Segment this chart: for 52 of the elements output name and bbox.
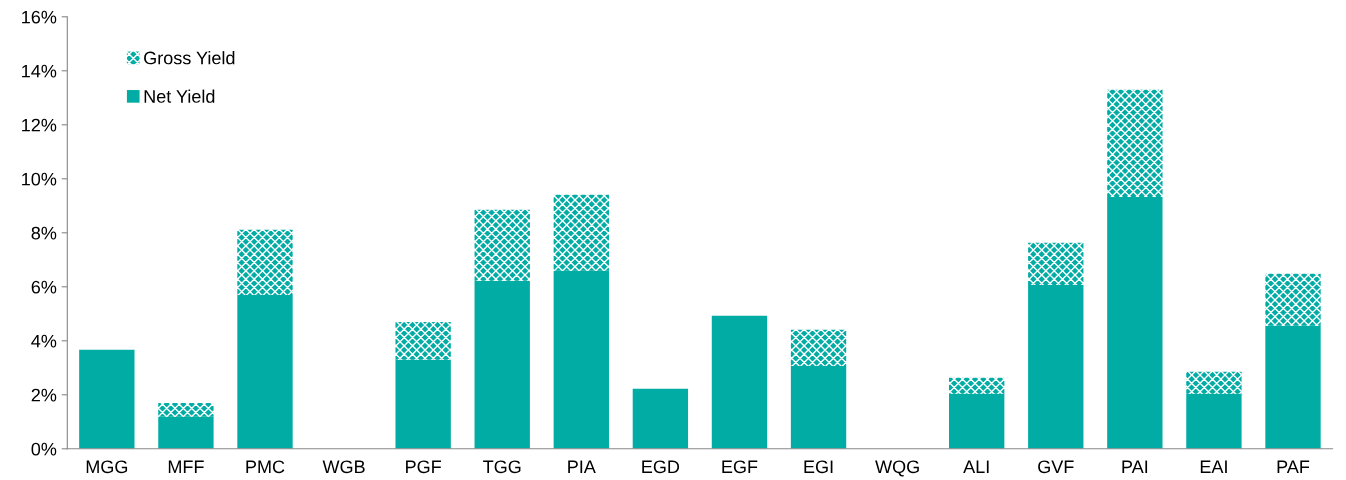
x-tick-label: MFF (168, 460, 204, 473)
bar (158, 416, 214, 449)
bar (553, 194, 609, 271)
x-tick-label: PIA (568, 460, 596, 473)
bar (395, 321, 451, 360)
x-tick-label: PMC (246, 460, 285, 474)
bar (237, 229, 293, 295)
y-tick-label: 10% (22, 172, 57, 186)
x-tick-label: TGG (483, 460, 521, 474)
y-tick-label: 6% (31, 280, 57, 294)
x-tick-label: PGF (406, 460, 441, 474)
bar (1186, 371, 1242, 394)
y-tick-label: 12% (22, 118, 57, 132)
bar (790, 329, 847, 366)
x-tick-label: WGB (322, 460, 365, 474)
bar (1028, 242, 1084, 285)
y-tick-label: 2% (31, 388, 57, 402)
x-tick-label: GVF (1038, 460, 1074, 474)
bar (711, 315, 768, 449)
legend-label: Gross Yield (144, 51, 235, 65)
bar (1107, 196, 1163, 449)
bar (237, 294, 293, 449)
x-tick-label: WQG (875, 460, 919, 477)
x-tick-label: PAI (1122, 460, 1148, 473)
x-tick-label: EGD (642, 460, 680, 474)
bar (1265, 325, 1321, 449)
legend-label: Net Yield (144, 89, 215, 103)
x-tick-label: EGI (804, 460, 833, 474)
bar (1265, 273, 1321, 326)
bar (632, 388, 689, 449)
y-tick-label: 14% (22, 64, 57, 78)
bar (79, 349, 135, 449)
bar (949, 393, 1005, 449)
bar (1028, 284, 1084, 449)
x-tick-label: EGF (722, 460, 758, 474)
x-tick-label: EAI (1200, 460, 1227, 473)
y-tick-label: 4% (31, 334, 57, 348)
y-tick-label: 16% (22, 10, 57, 24)
bar (790, 365, 847, 449)
bar (949, 377, 1005, 394)
bar (474, 280, 530, 449)
bar (1186, 393, 1242, 449)
x-tick-label: ALI (963, 460, 989, 473)
bar (474, 209, 530, 281)
bar (553, 270, 609, 449)
x-tick-label: PAF (1277, 460, 1310, 473)
y-tick-label: 0% (31, 442, 57, 456)
bar (158, 402, 214, 417)
bar (395, 359, 451, 449)
x-tick-label: MGG (86, 460, 128, 474)
bar (1107, 89, 1163, 197)
y-tick-label: 8% (31, 226, 57, 240)
